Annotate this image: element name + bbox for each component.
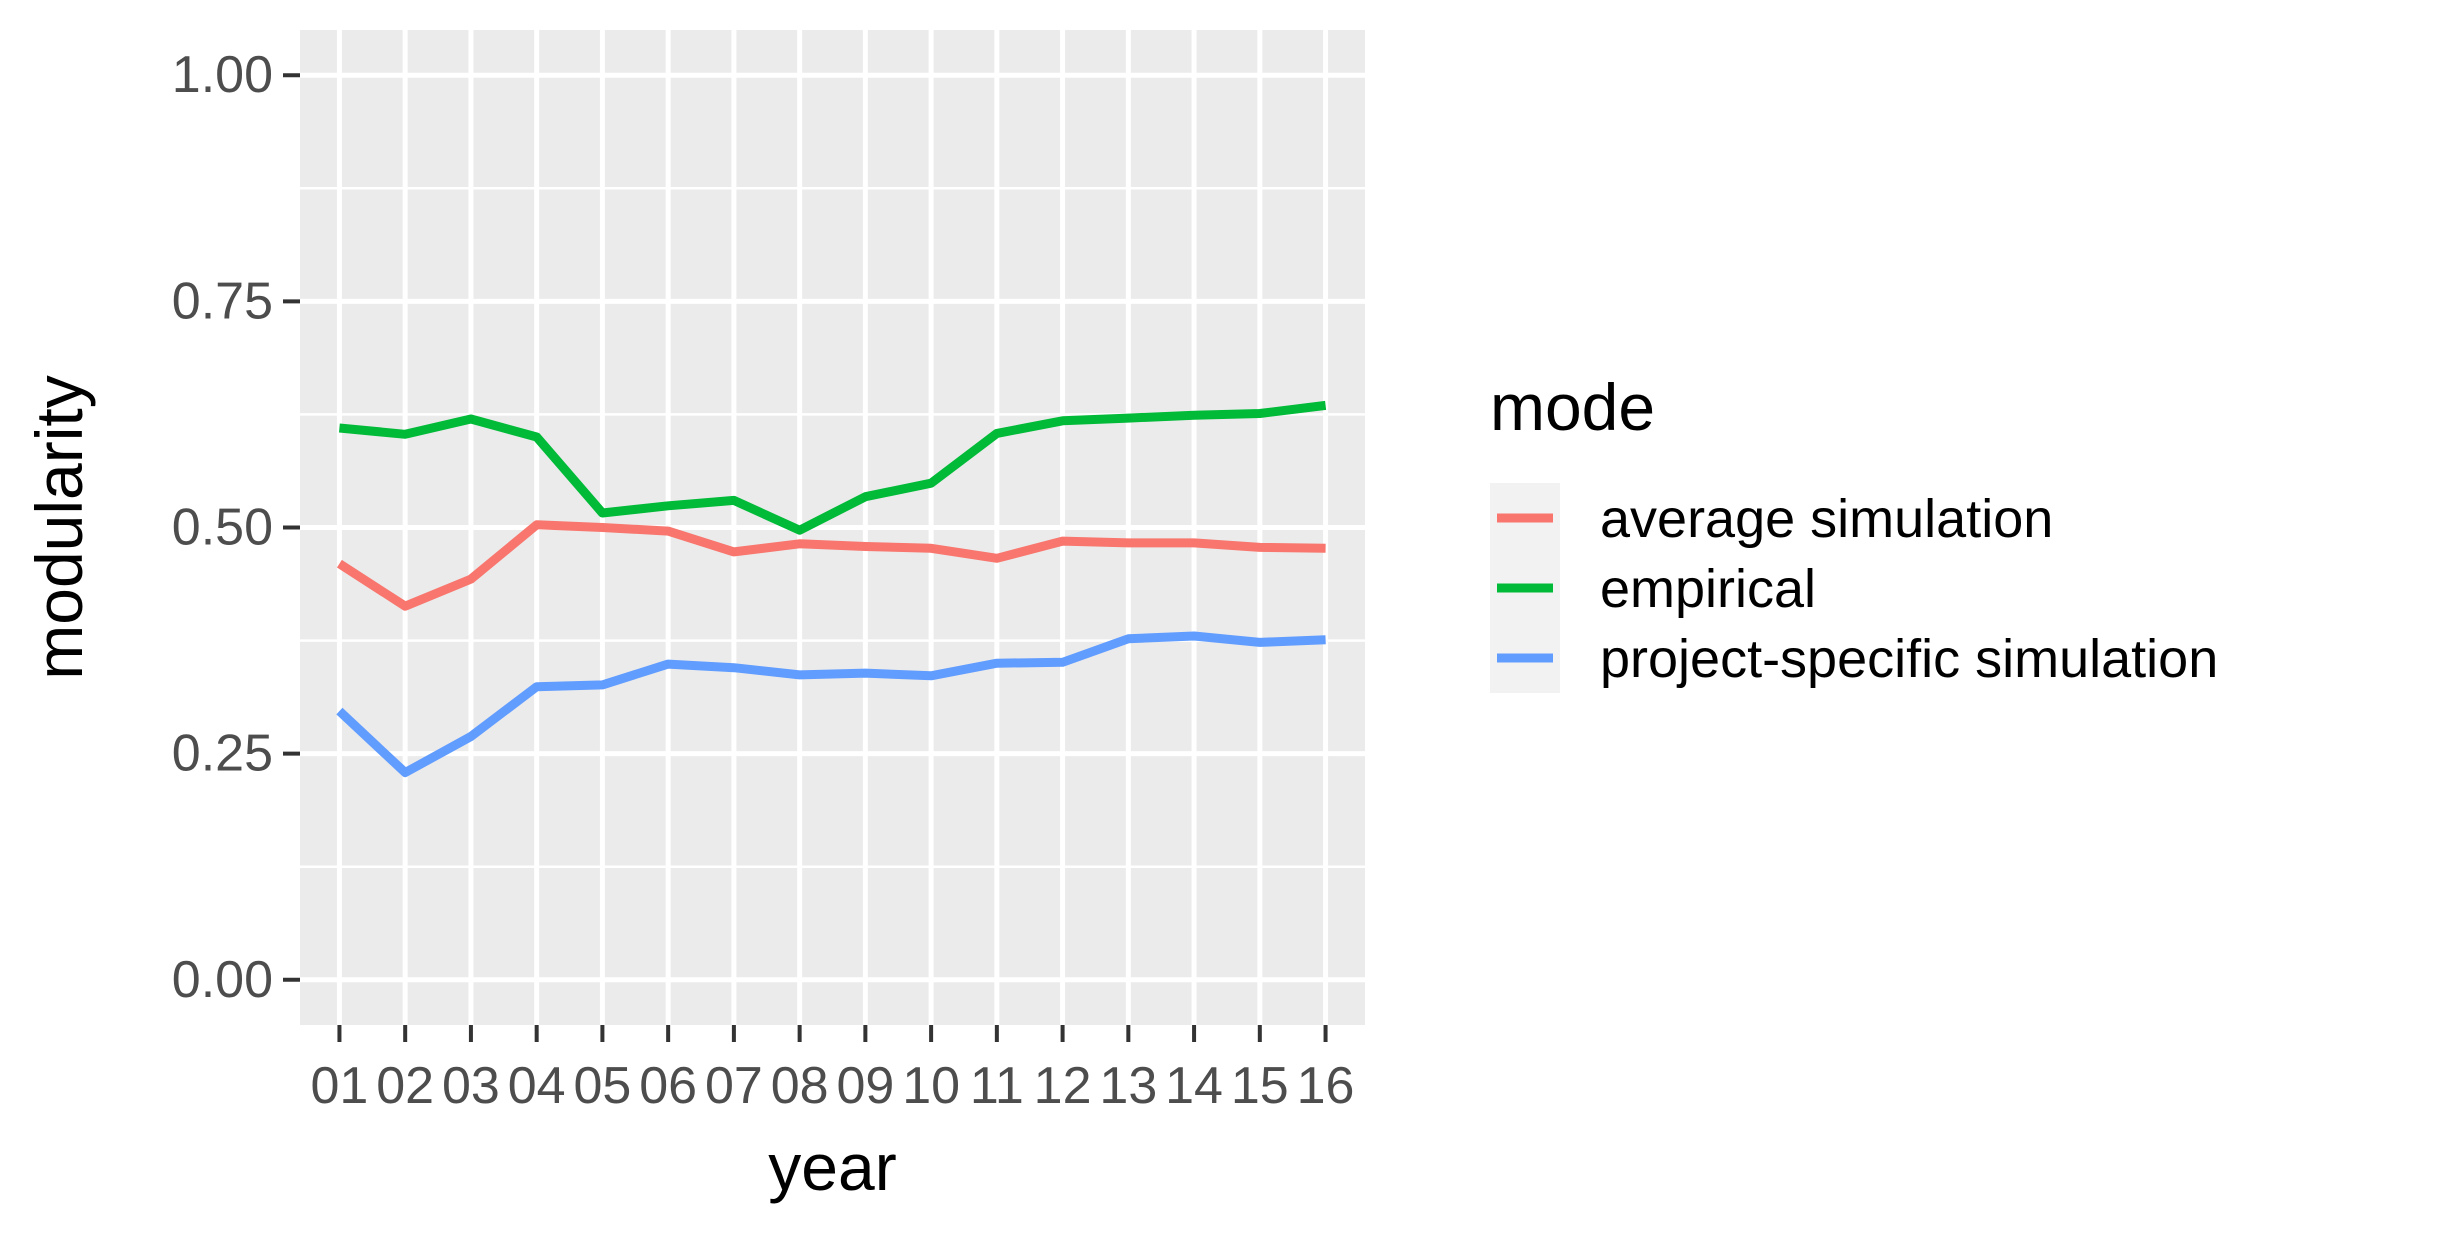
x-tick-label: 12	[1034, 1057, 1092, 1115]
x-tick-label: 09	[836, 1057, 894, 1115]
axes: 0.00 0.25 0.50 0.75 1.00 01 02 03 04 05 06 07 08 09 10…	[172, 46, 1355, 1115]
series-lines	[336, 400, 1327, 778]
legend-title: mode	[1490, 370, 1655, 444]
x-tick-label: 04	[508, 1057, 566, 1115]
x-tick-label: 13	[1099, 1057, 1157, 1115]
x-tick-label: 16	[1297, 1057, 1355, 1115]
x-tick-label: 14	[1165, 1057, 1223, 1115]
series-line-project-specific-simulation	[336, 631, 1326, 778]
y-tick-label: 1.00	[172, 46, 273, 104]
x-axis-title: year	[768, 1130, 896, 1204]
y-axis-title: modularity	[22, 375, 96, 679]
series-line-empirical	[338, 400, 1327, 535]
y-tick-label: 0.25	[172, 725, 273, 783]
x-tick-label: 03	[442, 1057, 500, 1115]
series-line-average-simulation	[336, 520, 1326, 611]
legend-label: project-specific simulation	[1600, 629, 2218, 689]
legend-label: empirical	[1600, 559, 1816, 619]
x-tick-label: 15	[1231, 1057, 1289, 1115]
x-tick-label: 06	[639, 1057, 697, 1115]
x-tick-label: 05	[573, 1057, 631, 1115]
y-tick-label: 0.00	[172, 951, 273, 1009]
x-tick-label: 10	[902, 1057, 960, 1115]
x-tick-label: 08	[771, 1057, 829, 1115]
y-tick-label: 0.75	[172, 272, 273, 330]
y-tick-label: 0.50	[172, 499, 273, 557]
legend: mode average simulation empirical project-…	[1490, 370, 2218, 693]
legend-label: average simulation	[1600, 489, 2053, 549]
x-tick-label: 01	[311, 1057, 369, 1115]
x-tick-label: 07	[705, 1057, 763, 1115]
x-tick-label: 02	[376, 1057, 434, 1115]
x-tick-label: 11	[970, 1057, 1024, 1115]
